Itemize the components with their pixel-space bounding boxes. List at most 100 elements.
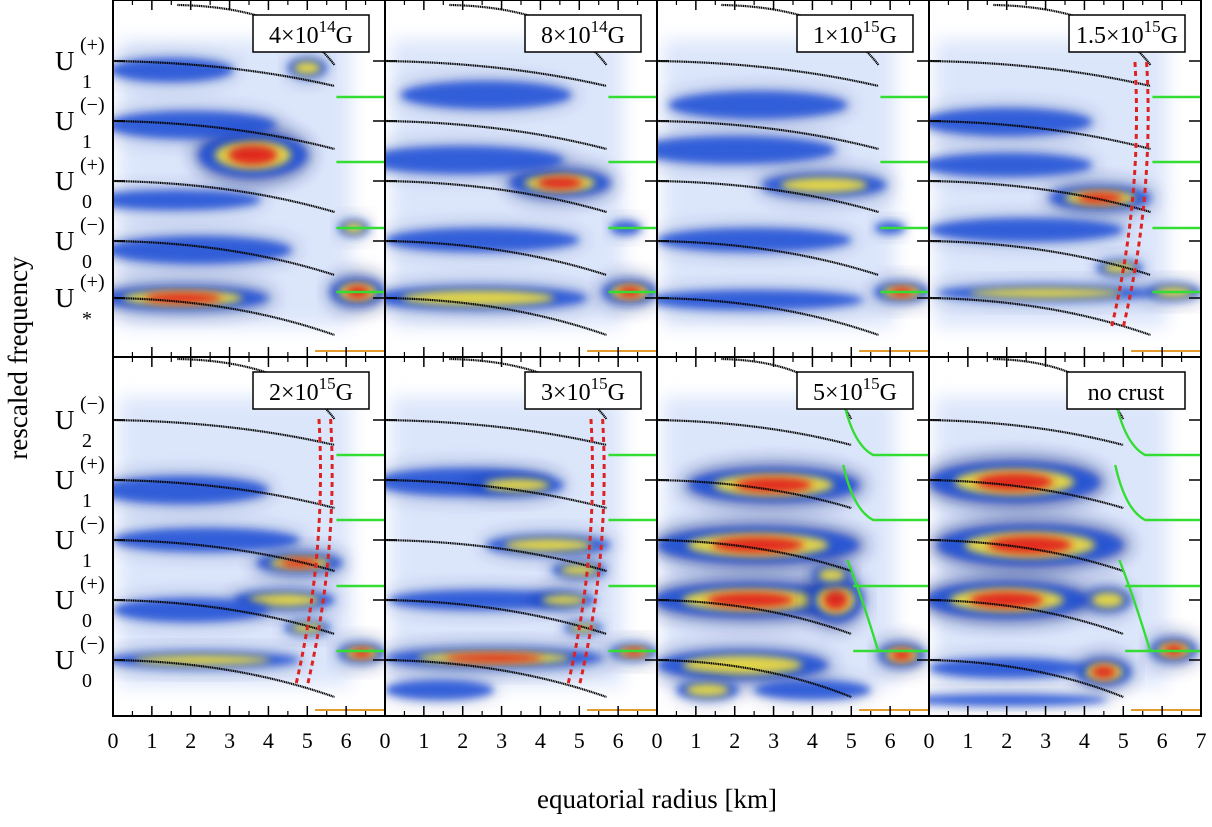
analytic-curve — [113, 478, 335, 510]
svg-text:(−): (−) — [80, 393, 105, 415]
x-tick-label: 4 — [535, 728, 546, 753]
svg-text:*: * — [82, 308, 92, 330]
panel-label-text: 3×1015G — [541, 374, 625, 406]
svg-text:U: U — [55, 226, 75, 256]
analytic-curve — [385, 179, 607, 214]
x-tick-label: 3 — [496, 728, 507, 753]
y-axis-title: rescaled frequency — [3, 256, 33, 460]
heat-blob — [385, 676, 499, 704]
heat-blob — [657, 223, 860, 257]
heat-blob — [113, 649, 308, 671]
heat-blob — [749, 676, 876, 704]
panel-label: 4×1014G — [252, 14, 370, 53]
x-tick-label: 0 — [924, 728, 935, 753]
analytic-curve — [385, 119, 607, 151]
analytic-curve — [113, 119, 335, 151]
heat-blob — [286, 54, 329, 82]
y-mode-label: U(−) 0 — [55, 214, 105, 273]
analytic-curve — [929, 239, 1151, 277]
svg-text:1: 1 — [82, 490, 92, 512]
svg-text:U: U — [55, 46, 75, 76]
heat-wash — [935, 40, 1167, 327]
x-tick-label: 1 — [146, 728, 157, 753]
heat-wash — [119, 40, 351, 327]
heat-blob — [657, 577, 856, 623]
panel-6 — [385, 357, 657, 716]
analytic-curve — [657, 538, 852, 573]
x-ticks — [112, 357, 386, 716]
heat-blob — [385, 644, 612, 672]
heat-blob — [385, 141, 572, 179]
analytic-curve — [657, 418, 852, 447]
alfven-continuum — [608, 453, 657, 653]
analytic-curve — [657, 119, 879, 151]
analytic-curve — [929, 598, 1124, 636]
analytic-curve — [657, 179, 879, 214]
analytic-curve — [657, 296, 879, 337]
x-tick-label: 1 — [690, 728, 701, 753]
heat-blob — [1074, 653, 1134, 691]
svg-text:(+): (+) — [80, 271, 105, 293]
heat-blob — [466, 471, 568, 499]
analytic-curve — [385, 418, 607, 447]
heat-blob — [929, 148, 1100, 182]
heat-blob — [336, 639, 385, 667]
heat-blob — [549, 559, 609, 581]
heat-blob — [385, 281, 596, 315]
analytic-curve — [385, 658, 607, 699]
analytic-curve — [929, 418, 1124, 447]
heat-blob — [253, 549, 346, 577]
analytic-curve — [657, 478, 852, 510]
analytic-curve — [113, 296, 335, 337]
alfven-continuum — [336, 95, 385, 294]
x-tick-label: 2 — [185, 728, 196, 753]
analytic-curve — [657, 59, 879, 88]
analytic-curve — [113, 59, 335, 88]
panels: 4×1014G 8×1014G 1×1015G 1.5×1015G 2×1015G 3×1… — [112, 0, 1202, 717]
heat-blob — [385, 586, 583, 614]
panel-label: 1.5×1015G — [1068, 14, 1186, 53]
heat-blob — [673, 676, 742, 704]
heat-blob — [657, 520, 868, 570]
heat-blob — [876, 638, 927, 672]
x-tick-label: 0 — [652, 728, 663, 753]
x-tick-label: 5 — [574, 728, 585, 753]
svg-text:2: 2 — [82, 430, 92, 452]
heat-blob — [657, 644, 835, 686]
x-tick-label: 2 — [457, 728, 468, 753]
x-tick-label: 6 — [341, 728, 352, 753]
analytic-curve — [385, 59, 607, 88]
x-ticks — [928, 0, 1202, 357]
svg-text:(−): (−) — [80, 214, 105, 236]
y-mode-label: U(−) 0 — [55, 633, 105, 692]
analytic-curve — [929, 179, 1151, 214]
analytic-curve — [385, 478, 607, 510]
analytic-curve — [929, 296, 1151, 337]
alfven-continuum — [608, 95, 657, 294]
crust-mode-curve — [577, 418, 606, 687]
x-tick-label: 6 — [613, 728, 624, 753]
crust-mode-curve — [305, 418, 334, 687]
analytic-curve — [385, 239, 607, 277]
heat-blob — [530, 589, 598, 611]
panel-label: no crust — [1066, 371, 1186, 410]
crust-modes — [566, 418, 606, 687]
panel-label-text: 5×1015G — [813, 374, 897, 406]
y-mode-label: U(+) 1 — [55, 453, 105, 512]
continuum-line — [842, 464, 929, 522]
svg-text:(+): (+) — [80, 453, 105, 475]
x-tick-label: 5 — [846, 728, 857, 753]
analytic-curve — [929, 119, 1151, 151]
svg-text:1: 1 — [82, 550, 92, 572]
heat-blob — [929, 575, 1095, 625]
analytic-curve — [113, 598, 335, 636]
heat-blob — [929, 518, 1131, 572]
y-mode-label: U(−) 1 — [55, 94, 105, 153]
heat-blob — [1082, 583, 1133, 617]
panel-label: 8×1014G — [524, 14, 642, 53]
panel-label: 2×1015G — [252, 371, 370, 410]
svg-text:0: 0 — [82, 670, 92, 692]
x-tick-label: 4 — [1079, 728, 1090, 753]
analytic-curve — [385, 538, 607, 573]
